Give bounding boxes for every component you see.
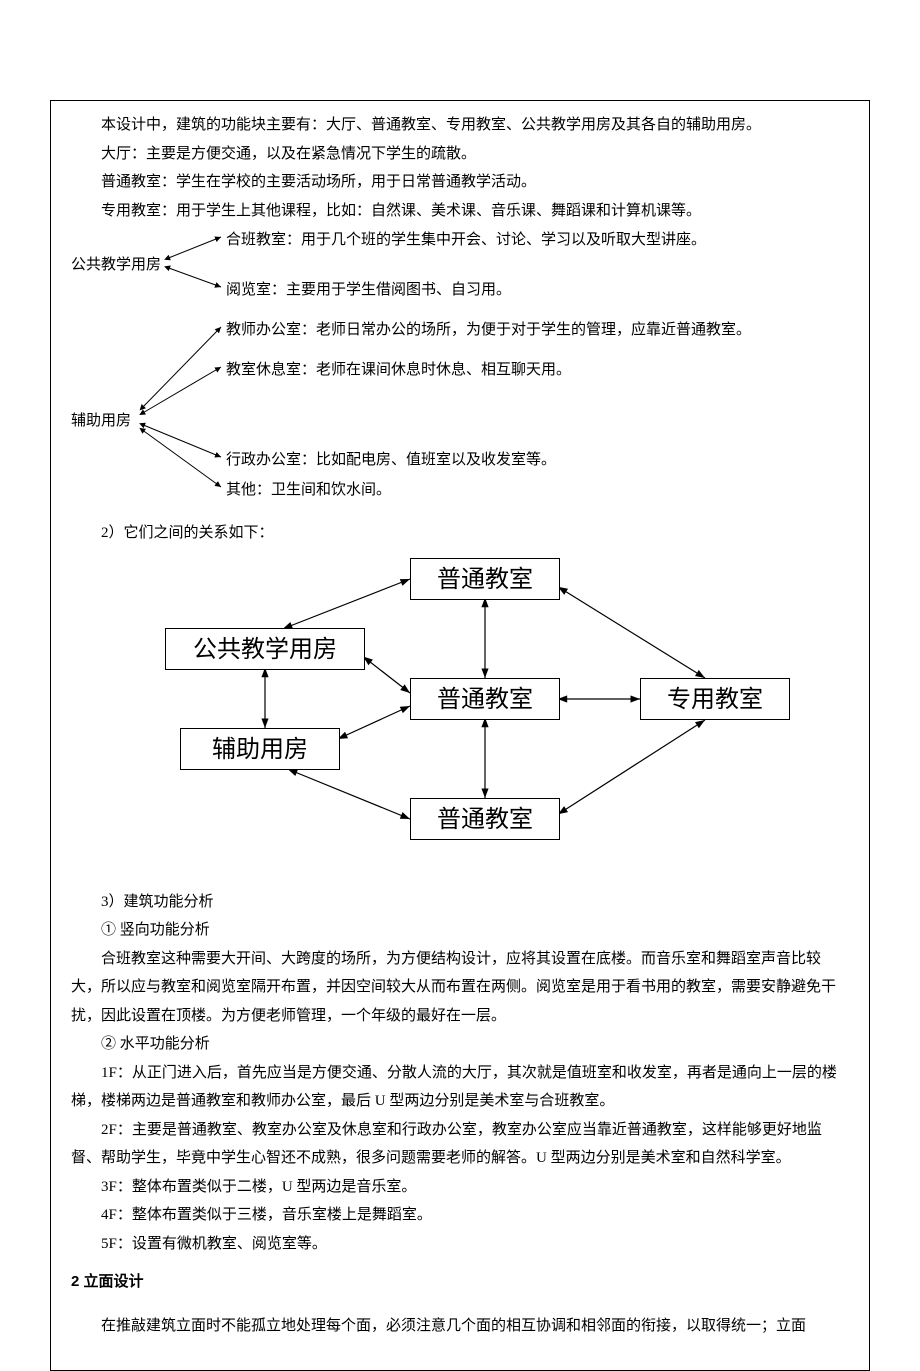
tree2-branch-3: 其他：卫生间和饮水间。: [226, 476, 391, 505]
diagram-edge-left2-bottom: [290, 770, 410, 819]
tree2-branch-2: 行政办公室：比如配电房、值班室以及收发室等。: [226, 446, 556, 475]
tree-area: 公共教学用房 合班教室：用于几个班的学生集中开会、讨论、学习以及听取大型讲座。 …: [71, 229, 849, 519]
floor-5: 5F：设置有微机教室、阅览室等。: [71, 1230, 849, 1259]
diagram-edge-left2-center: [340, 706, 410, 738]
page: 本设计中，建筑的功能块主要有：大厅、普通教室、专用教室、公共教学用房及其各自的辅…: [0, 100, 920, 1371]
floor-2: 2F：主要是普通教室、教室办公室及休息室和行政办公室，教室办公室应当靠近普通教室…: [71, 1116, 849, 1173]
intro-line-0: 本设计中，建筑的功能块主要有：大厅、普通教室、专用教室、公共教学用房及其各自的辅…: [71, 111, 849, 140]
tree1-branch-0: 合班教室：用于几个班的学生集中开会、讨论、学习以及听取大型讲座。: [226, 226, 706, 255]
intro-line-3: 专用教室：用于学生上其他课程，比如：自然课、美术课、音乐课、舞蹈课和计算机课等。: [71, 197, 849, 226]
section2-title: 2 立面设计: [71, 1268, 849, 1297]
analysis-hhead: ② 水平功能分析: [71, 1030, 849, 1059]
diagram-edge-top-right: [560, 588, 705, 678]
diagram-node-top: 普通教室: [410, 558, 560, 600]
section2-body: 在推敲建筑立面时不能孤立地处理每个面，必须注意几个面的相互协调和相邻面的衔接，以…: [71, 1312, 849, 1341]
relation-diagram: 普通教室公共教学用房普通教室专用教室辅助用房普通教室: [110, 558, 810, 858]
diagram-node-bottom: 普通教室: [410, 798, 560, 840]
floor-1: 1F：从正门进入后，首先应当是方便交通、分散人流的大厅，其次就是值班室和收发室，…: [71, 1059, 849, 1116]
intro-line-1: 大厅：主要是方便交通，以及在紧急情况下学生的疏散。: [71, 140, 849, 169]
diagram-edge-left1-top: [285, 579, 410, 628]
tree1-branch-1: 阅览室：主要用于学生借阅图书、自习用。: [226, 276, 511, 305]
tree2-branch-0: 教师办公室：老师日常办公的场所，为便于对于学生的管理，应靠近普通教室。: [226, 316, 751, 345]
diagram-edge-bottom-right: [560, 720, 705, 813]
tree2-root: 辅助用房: [71, 407, 131, 436]
tree2-branch-1: 教室休息室：老师在课间休息时休息、相互聊天用。: [226, 356, 571, 385]
diagram-node-left1: 公共教学用房: [165, 628, 365, 670]
diagram-node-center: 普通教室: [410, 678, 560, 720]
floor-4: 4F：整体布置类似于三楼，音乐室楼上是舞蹈室。: [71, 1201, 849, 1230]
analysis-vhead: ① 竖向功能分析: [71, 916, 849, 945]
relation-heading: 2）它们之间的关系如下：: [71, 519, 849, 548]
floor-3: 3F：整体布置类似于二楼，U 型两边是音乐室。: [71, 1173, 849, 1202]
diagram-node-left2: 辅助用房: [180, 728, 340, 770]
diagram-node-right: 专用教室: [640, 678, 790, 720]
diagram-edge-left1-center: [365, 658, 410, 693]
intro-line-2: 普通教室：学生在学校的主要活动场所，用于日常普通教学活动。: [71, 168, 849, 197]
tree1-root: 公共教学用房: [71, 251, 161, 280]
content-box: 本设计中，建筑的功能块主要有：大厅、普通教室、专用教室、公共教学用房及其各自的辅…: [50, 100, 870, 1371]
analysis-vbody: 合班教室这种需要大开间、大跨度的场所，为方便结构设计，应将其设置在底楼。而音乐室…: [71, 945, 849, 1031]
analysis-h3: 3）建筑功能分析: [71, 888, 849, 917]
